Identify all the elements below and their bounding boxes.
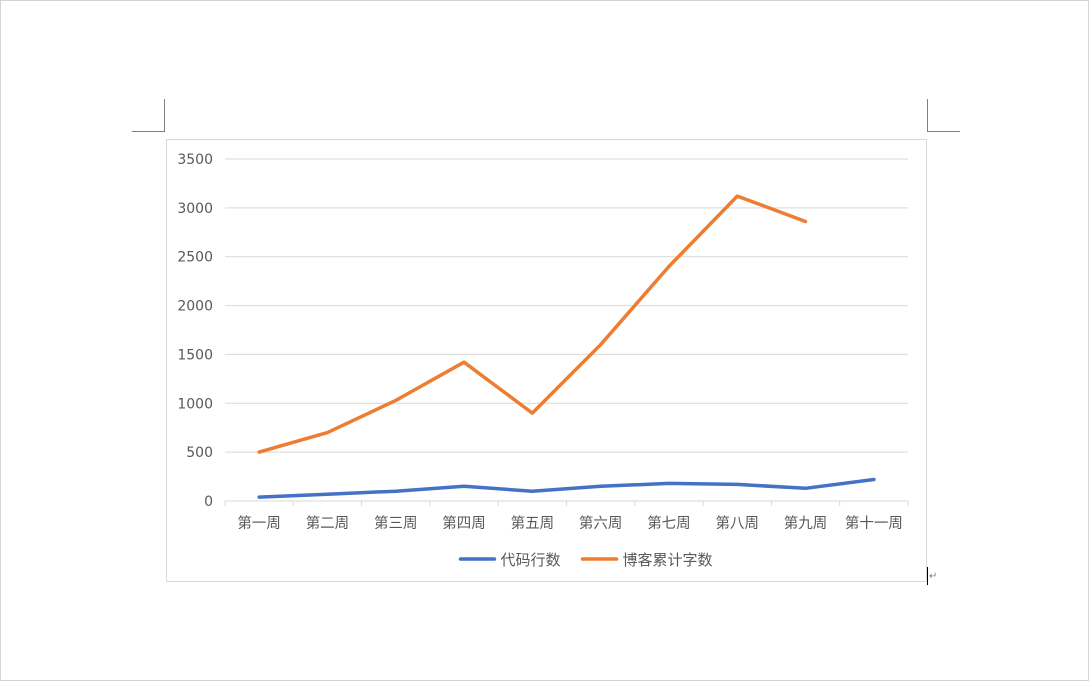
y-tick-label: 2500 xyxy=(177,250,213,266)
text-cursor xyxy=(927,567,928,585)
x-tick-label: 第六周 xyxy=(579,514,623,532)
y-tick-label: 500 xyxy=(186,445,213,461)
y-tick-label: 2000 xyxy=(177,299,213,315)
x-tick-label: 第七周 xyxy=(647,514,691,532)
x-tick-label: 第五周 xyxy=(511,514,554,532)
y-tick-label: 3500 xyxy=(177,152,213,168)
paragraph-mark: ↵ xyxy=(929,571,938,582)
series-line-1 xyxy=(257,477,876,499)
x-tick-label: 第三周 xyxy=(374,514,418,532)
x-tick-label: 第四周 xyxy=(442,514,486,532)
y-tick-label: 1500 xyxy=(177,347,213,363)
crop-mark-top-left-h xyxy=(132,131,165,132)
legend-label: 博客累计字数 xyxy=(623,551,713,569)
chart-object[interactable]: 0 500 1000 1500 2000 2500 3000 3500 第一周 第二周 第三周 第四周… xyxy=(166,139,927,582)
series-line-2 xyxy=(257,194,808,454)
x-tick-label: 第十一周 xyxy=(845,514,903,532)
crop-mark-top-right-h xyxy=(927,131,960,132)
y-tick-label: 1000 xyxy=(177,396,213,412)
x-tick-label: 第二周 xyxy=(306,514,350,532)
y-tick-label: 0 xyxy=(204,494,213,510)
crop-mark-top-left-v xyxy=(164,99,165,132)
x-tick-label: 第一周 xyxy=(237,514,281,532)
x-tick-label: 第九周 xyxy=(784,514,828,532)
line-chart: 0 500 1000 1500 2000 2500 3000 3500 第一周 第二周 第三周 第四周… xyxy=(177,152,909,569)
y-tick-label: 3000 xyxy=(177,201,213,217)
crop-mark-top-right-v xyxy=(927,99,928,132)
x-tick-label: 第八周 xyxy=(716,514,760,532)
legend-label: 代码行数 xyxy=(501,551,561,569)
